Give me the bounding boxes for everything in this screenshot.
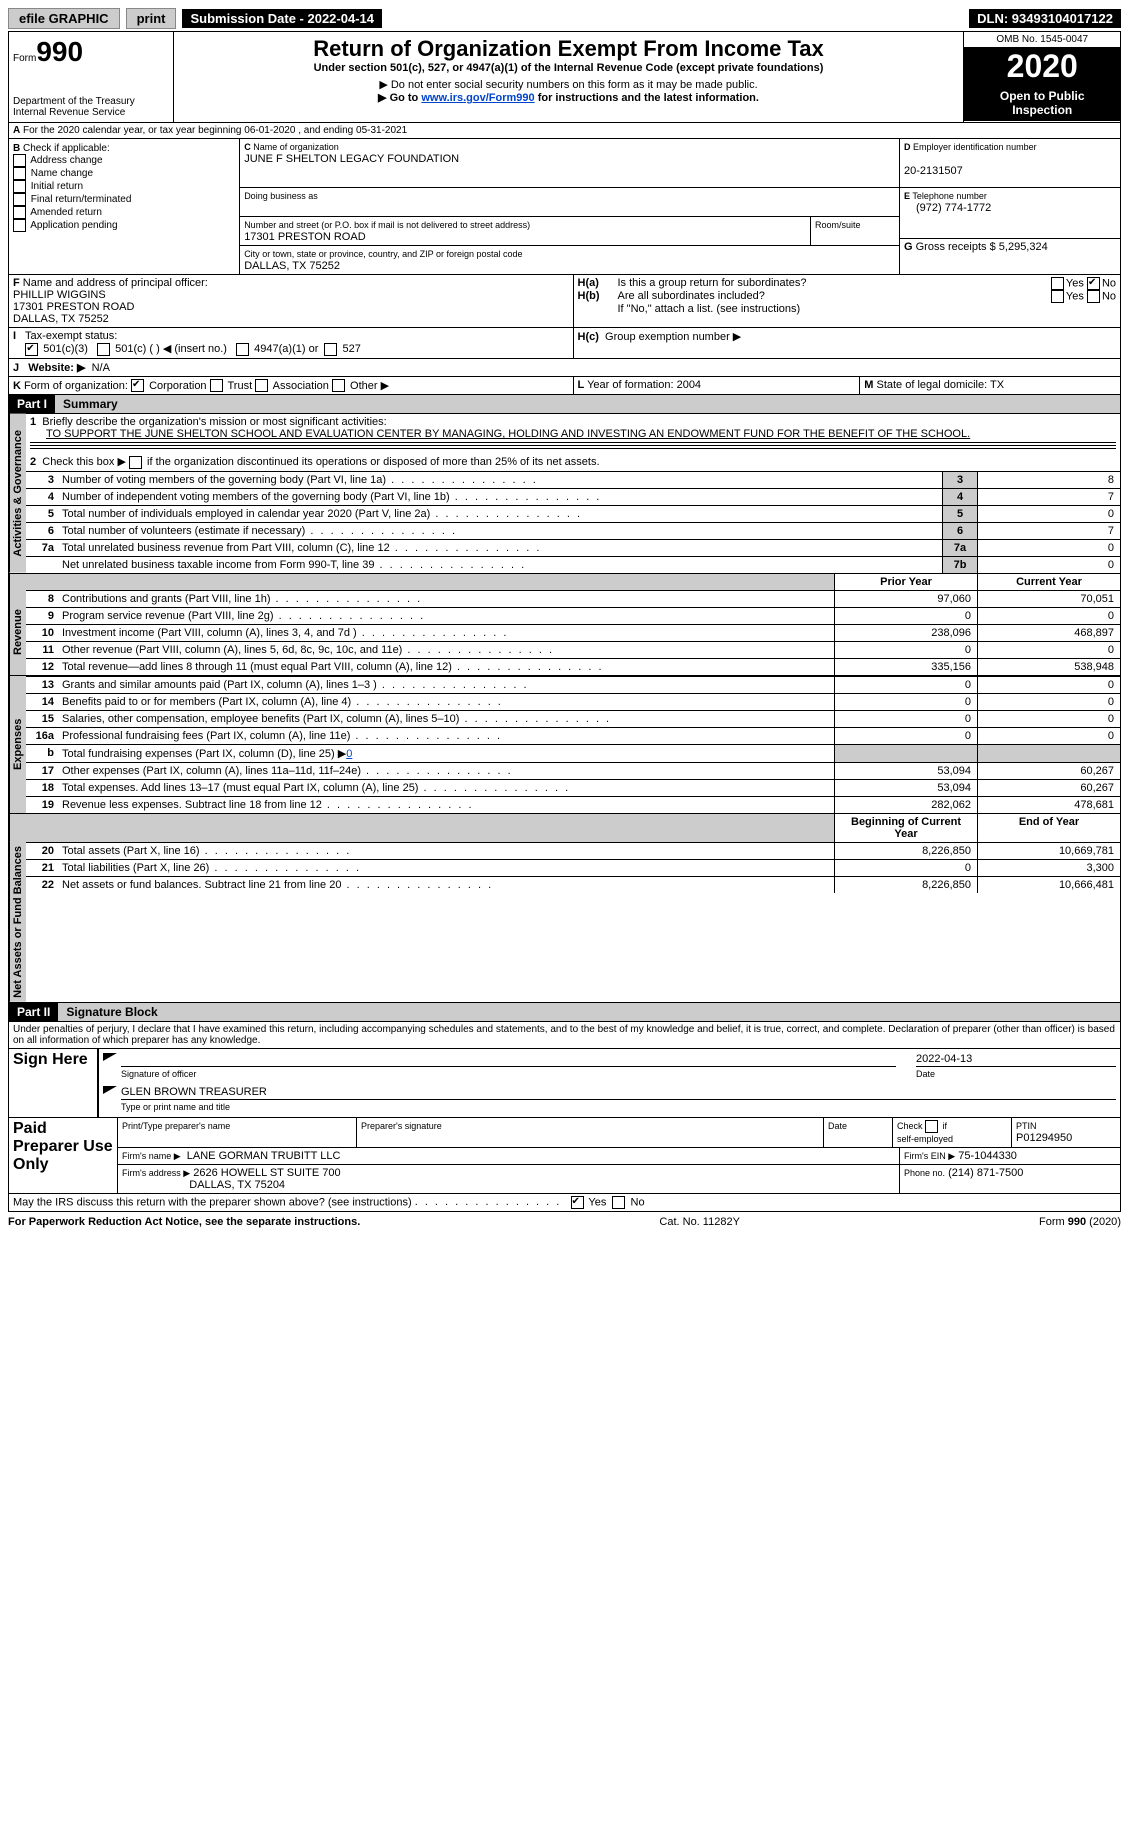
sig-arrow-icon [103, 1086, 117, 1094]
tab-netassets: Net Assets or Fund Balances [9, 842, 26, 1002]
form-label: Form [13, 53, 36, 64]
irs-link[interactable]: www.irs.gov/Form990 [421, 92, 534, 104]
form-header: Form990 Department of the Treasury Inter… [9, 32, 1120, 123]
form-subtitle: Under section 501(c), 527, or 4947(a)(1)… [178, 62, 960, 74]
section-B: B Check if applicable: Address change Na… [9, 139, 240, 274]
website: N/A [92, 362, 110, 374]
form-title: Return of Organization Exempt From Incom… [178, 36, 960, 62]
form-number: 990 [36, 36, 83, 67]
sig-date: 2022-04-13 [916, 1053, 1116, 1067]
sign-here-label: Sign Here [9, 1049, 97, 1117]
sig-arrow-icon [103, 1053, 117, 1061]
part2-title: Signature Block [58, 1003, 1120, 1021]
top-toolbar: efile GRAPHIC print Submission Date - 20… [8, 8, 1121, 29]
open-public: Open to Public Inspection [964, 85, 1120, 121]
perjury-declaration: Under penalties of perjury, I declare th… [9, 1021, 1120, 1048]
efile-btn[interactable]: efile GRAPHIC [8, 8, 120, 29]
form-note2: ▶ Go to www.irs.gov/Form990 for instruct… [178, 91, 960, 104]
officer-sig-name: GLEN BROWN TREASURER [121, 1086, 1116, 1100]
omb-number: OMB No. 1545-0047 [964, 32, 1120, 48]
gross-receipts: 5,295,324 [999, 241, 1048, 253]
tab-expenses: Expenses [9, 676, 26, 813]
part2-header: Part II [9, 1003, 58, 1021]
page-footer: For Paperwork Reduction Act Notice, see … [8, 1216, 1121, 1228]
form-note1: ▶ Do not enter social security numbers o… [178, 78, 960, 91]
tab-revenue: Revenue [9, 590, 26, 675]
officer-name: PHILLIP WIGGINS [13, 289, 106, 301]
tab-activities: Activities & Governance [9, 414, 26, 573]
paid-preparer-label: Paid Preparer Use Only [9, 1118, 118, 1193]
phone: (972) 774-1772 [916, 202, 991, 214]
dept-label: Department of the Treasury Internal Reve… [13, 96, 169, 118]
dln: DLN: 93493104017122 [969, 9, 1121, 28]
org-address: 17301 PRESTON ROAD [244, 231, 365, 243]
part1-title: Summary [55, 395, 1120, 413]
line-A: A For the 2020 calendar year, or tax yea… [9, 123, 1120, 139]
org-name: JUNE F SHELTON LEGACY FOUNDATION [244, 153, 459, 165]
mission-text: TO SUPPORT THE JUNE SHELTON SCHOOL AND E… [46, 428, 970, 440]
form-container: Form990 Department of the Treasury Inter… [8, 31, 1121, 1212]
org-city: DALLAS, TX 75252 [244, 260, 340, 272]
tax-year: 2020 [964, 48, 1120, 85]
part1-header: Part I [9, 395, 55, 413]
submission-date: Submission Date - 2022-04-14 [182, 9, 382, 28]
print-btn[interactable]: print [126, 8, 177, 29]
ein: 20-2131507 [904, 165, 963, 177]
discuss-line: May the IRS discuss this return with the… [9, 1193, 1120, 1211]
